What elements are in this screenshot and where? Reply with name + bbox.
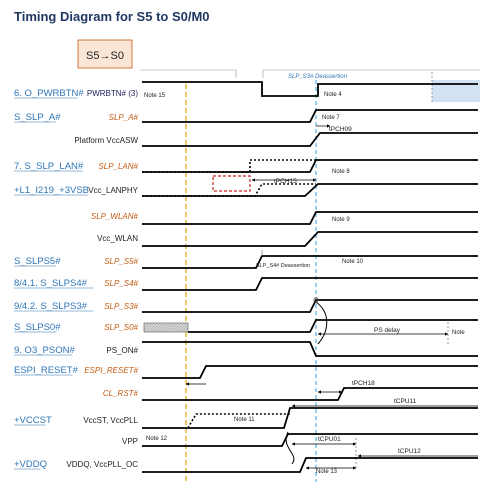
tcpu12-label: tCPU12 <box>398 448 421 455</box>
row-signal-label: SLP_S4# <box>104 279 138 288</box>
row-signal-label: ESPI_RESET# <box>84 366 138 375</box>
row-signal-label: Vcc_LANPHY <box>88 186 138 195</box>
state-box-label: S5→S0 <box>86 50 124 62</box>
slp-s4-deassertion-label: SLP_S4# Deassertion <box>256 263 310 269</box>
wave-slp-lan <box>142 159 478 173</box>
row-group-label: S_SLPS5# <box>14 256 61 267</box>
row-group-label: 6. O_PWRBTN# <box>14 88 84 99</box>
row-group-label: 7. S_SLP_LAN# <box>14 161 84 172</box>
row-group-label: 9. O3_PSON# <box>14 345 75 356</box>
shaded-region <box>432 80 480 102</box>
note-10: Note 10 <box>342 259 364 265</box>
wave-ps-on <box>142 341 478 357</box>
row-signal-label: SLP_LAN# <box>98 162 138 171</box>
row-group-label: 9/4.2. S_SLPS3# <box>14 301 88 312</box>
row-signal-label: VDDQ, VccPLL_OC <box>66 460 138 469</box>
wave-vcc-wlan <box>142 231 478 247</box>
wave-cl-rst <box>142 387 478 401</box>
row-group-label: S_SLP_A# <box>14 112 61 123</box>
row-signal-label: SLP_S3# <box>104 302 138 311</box>
row-group-label: 8/4.1. S_SLPS4# <box>14 278 88 289</box>
wave-slp-s3 <box>142 299 478 313</box>
wave-slp-lan-dotted <box>142 159 316 173</box>
waveforms: Note 15 Note 4 Note 7 tPCH09 Note 8 tPCH… <box>142 81 478 475</box>
row-signal-label: VccST, VccPLL <box>83 416 138 425</box>
wave-vccst-dotted <box>187 413 290 429</box>
row-group-label: S_SLPS0# <box>14 322 61 333</box>
note-13: Note 13 <box>316 469 338 475</box>
tcpu01-label: tCPU01 <box>318 436 341 443</box>
wave-slp-a <box>142 109 478 123</box>
slp-s3-deassertion-label: SLP_S3# Deassertion <box>288 74 348 80</box>
wave-pwrbtn <box>142 81 478 97</box>
diagram-title: Timing Diagram for S5 to S0/M0 <box>14 9 210 24</box>
row-group-label: +VDDQ <box>14 459 47 470</box>
note-9: Note 9 <box>332 217 350 223</box>
note-right: Note <box>452 330 465 336</box>
wave-vcc-lanphy <box>142 183 478 197</box>
wave-vcc-lanphy-dotted <box>142 183 316 197</box>
wave-vccasw <box>142 132 478 147</box>
state-box <box>77 39 133 69</box>
row-group-label: ESPI_RESET# <box>14 365 79 376</box>
note-12: Note 12 <box>146 436 168 442</box>
wave-slp-s4 <box>142 277 478 291</box>
row-signal-label: PWRBTN# (3) <box>87 89 138 98</box>
wave-vpp <box>142 433 478 447</box>
tcpu11-label: tCPU11 <box>394 398 417 405</box>
row-signal-label: SLP_S5# <box>104 257 138 266</box>
row-group-label: +VCCST <box>14 415 52 426</box>
slp-s0-hatched <box>143 322 189 333</box>
note-7: Note 7 <box>322 115 340 121</box>
wave-slp-wlan <box>142 211 478 225</box>
row-signal-label: PS_ON# <box>106 346 138 355</box>
wave-slp-s0 <box>188 319 478 333</box>
row-signal-label: Vcc_WLAN <box>97 234 138 243</box>
note-15: Note 15 <box>144 93 166 99</box>
row-group-label: +L1_I219_+3VSB <box>14 185 89 196</box>
row-signal-label: Platform VccASW <box>74 136 138 145</box>
red-dashed-box <box>212 175 251 192</box>
tpch15-label: tPCH15 <box>274 178 297 185</box>
note-8: Note 8 <box>332 169 350 175</box>
note-4: Note 4 <box>324 92 342 98</box>
tpch09-label: tPCH09 <box>329 126 352 133</box>
wave-vccst <box>142 407 478 429</box>
wave-slp-s5 <box>142 255 478 269</box>
wave-espi-reset <box>142 365 478 379</box>
row-signal-label: SLP_S0# <box>104 323 138 332</box>
row-signal-label: SLP_WLAN# <box>91 212 139 221</box>
ps-delay-label: PS delay <box>374 327 401 334</box>
tpch18-label: tPCH18 <box>352 380 375 387</box>
row-signal-label: VPP <box>122 437 138 446</box>
wave-vddq <box>142 457 478 473</box>
row-signal-label: CL_RST# <box>103 389 139 398</box>
row-signal-label: SLP_A# <box>109 113 139 122</box>
note-11: Note 11 <box>234 417 255 423</box>
